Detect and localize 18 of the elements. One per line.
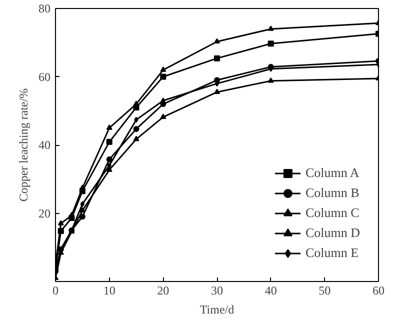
x-tick-label: 30: [211, 284, 223, 298]
legend-label: Column E: [305, 245, 359, 261]
legend-label: Column A: [305, 165, 360, 181]
x-tick-label: 0: [52, 284, 58, 298]
y-tick-label: 20: [38, 206, 50, 220]
x-tick-label: 60: [372, 284, 384, 298]
y-tick-label: 80: [38, 2, 50, 16]
y-axis-title: Copper leaching rate/%: [16, 88, 30, 202]
x-tick-label: 20: [157, 284, 170, 298]
y-tick-label: 40: [38, 138, 50, 152]
x-tick-label: 10: [103, 284, 116, 298]
legend-label: Column B: [305, 185, 360, 201]
y-tick-label: 60: [38, 70, 50, 84]
legend-label: Column D: [305, 225, 360, 241]
x-axis-title: Time/d: [200, 302, 234, 316]
x-tick-label: 50: [318, 284, 331, 298]
legend-label: Column C: [305, 205, 360, 221]
x-tick-label: 40: [264, 284, 277, 298]
